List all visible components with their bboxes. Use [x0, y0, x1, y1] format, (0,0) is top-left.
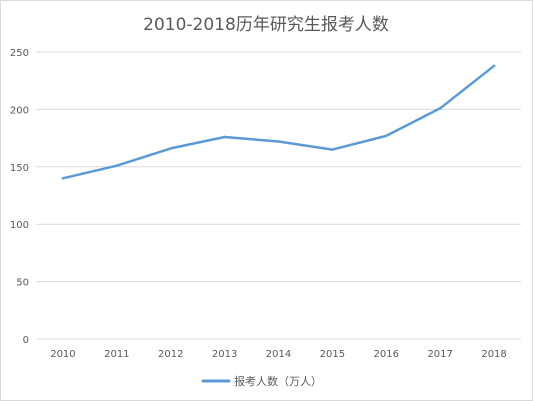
x-tick-label: 2017: [427, 349, 452, 360]
y-tick-label: 200: [10, 105, 29, 116]
legend-label: 报考人数（万人）: [234, 374, 322, 388]
y-tick-label: 100: [10, 220, 29, 231]
gridlines: [36, 51, 521, 340]
data-point: [223, 135, 226, 139]
x-tick-label: 2015: [320, 349, 345, 360]
y-tick-label: 150: [10, 163, 29, 174]
x-tick-label: 2010: [50, 349, 75, 360]
chart-title: 2010-2018历年研究生报考人数: [143, 15, 389, 35]
data-point: [169, 147, 172, 150]
x-tick-label: 2018: [481, 349, 506, 360]
y-tick-label: 50: [16, 278, 29, 289]
data-point: [277, 140, 280, 143]
data-point: [61, 177, 65, 180]
data-point: [492, 64, 496, 67]
data-point: [385, 134, 388, 138]
y-tick-label: 0: [23, 335, 29, 346]
series-layer: [61, 64, 496, 180]
x-tick-label: 2014: [266, 349, 291, 360]
axes: 0 50 100 150 200 250 2010 2011 2012 2013 2014 2015 2…: [10, 48, 507, 360]
legend: 报考人数（万人）: [201, 374, 322, 388]
data-point: [438, 107, 442, 110]
data-point: [115, 164, 119, 167]
x-tick-label: 2011: [104, 349, 129, 360]
x-tick-label: 2012: [158, 349, 183, 360]
y-tick-label: 250: [10, 48, 29, 59]
x-tick-label: 2016: [374, 349, 399, 360]
series-line: [61, 64, 496, 180]
data-point: [331, 148, 334, 151]
x-tick-label: 2013: [212, 349, 237, 360]
